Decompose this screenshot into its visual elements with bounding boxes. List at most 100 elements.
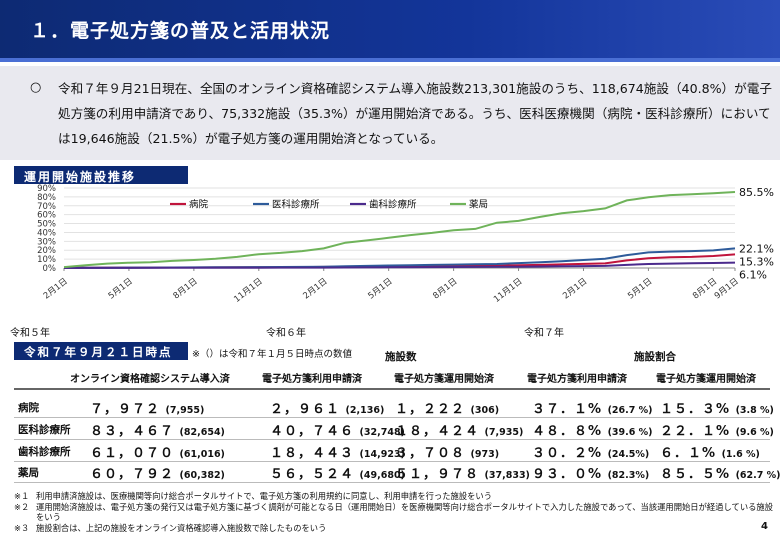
header-apply: 電子処方箋利用申請済 bbox=[262, 374, 362, 385]
chart-legend: 病院 医科診療所 歯科診療所 薬局 bbox=[170, 199, 488, 211]
cell-value: ５６，５２４ bbox=[270, 467, 355, 482]
table-cell: ６０，７９２ (60,382) bbox=[90, 463, 225, 482]
row-divider bbox=[14, 461, 770, 462]
row-label-hospital: 病院 bbox=[18, 402, 39, 414]
legend-label: 薬局 bbox=[469, 199, 488, 211]
row-label-dental: 歯科診療所 bbox=[18, 446, 71, 458]
x-tick-label: 9月1日 bbox=[713, 276, 741, 301]
page-number: 4 bbox=[761, 521, 768, 532]
group-head-ratio: 施設割合 bbox=[634, 351, 676, 363]
cell-previous-value: (39.6 %) bbox=[607, 427, 653, 438]
row-label-clinic: 医科診療所 bbox=[18, 424, 71, 436]
chart-section-label: 運用開始施設推移 bbox=[14, 166, 188, 184]
table-cell: ３，７０８ (973) bbox=[395, 442, 499, 461]
cell-value: ３０．２% bbox=[532, 446, 603, 461]
x-tick-label: 2月1日 bbox=[302, 276, 330, 301]
cell-previous-value: (32,748) bbox=[359, 427, 405, 438]
table-cell: ６１，０７０ (61,016) bbox=[90, 442, 225, 461]
cell-value: ３７．１% bbox=[532, 402, 603, 417]
x-tick-label: 8月1日 bbox=[172, 276, 200, 301]
table-cell: ３７．１% (26.7 %) bbox=[532, 398, 653, 417]
cell-previous-value: (3.8 %) bbox=[735, 405, 774, 416]
series-end-labels: 85.5% 22.1%15.3%6.1% bbox=[739, 186, 774, 281]
x-tick-label: 5月1日 bbox=[626, 276, 654, 301]
cell-previous-value: (24.5%) bbox=[607, 449, 650, 460]
line-chart: 90%80%70%60%50%40%30%20%10%0% 2月1日 5月1日 8月… bbox=[37, 184, 774, 305]
y-tick-label: 10% bbox=[37, 255, 56, 265]
y-tick-label: 50% bbox=[37, 220, 56, 230]
cell-value: ４８．８% bbox=[532, 424, 603, 439]
cell-value: ３，７０８ bbox=[395, 446, 466, 461]
table-cell: ６．１% (1.6 %) bbox=[660, 442, 760, 461]
cell-previous-value: (9.6 %) bbox=[735, 427, 774, 438]
footnote-3: ※３ 施設割合は、上記の施設をオンライン資格確認導入施設数で除したものをいう bbox=[14, 522, 327, 533]
table-cell: ８３，４６７ (82,654) bbox=[90, 420, 225, 439]
table-cell: １８，４２４ (7,935) bbox=[395, 420, 523, 439]
cell-value: ５１，９７８ bbox=[395, 467, 480, 482]
cell-value: ４０，７４６ bbox=[270, 424, 355, 439]
cell-value: １，２２２ bbox=[395, 402, 466, 417]
table-cell: １５．３% (3.8 %) bbox=[660, 398, 774, 417]
table-cell: ８５．５% (62.7 %) bbox=[660, 463, 780, 482]
footnote-1: ※１ 利用申請済施設は、医療機関等向け総合ポータルサイトで、電子処方箋の利用規約に… bbox=[14, 491, 493, 501]
table-cell: ５１，９７８ (37,833) bbox=[395, 463, 530, 482]
summary-bullet: ○ bbox=[30, 80, 42, 95]
cell-previous-value: (82,654) bbox=[179, 427, 225, 438]
x-tick-label: 11月1日 bbox=[492, 276, 524, 304]
y-tick-label: 60% bbox=[37, 211, 56, 221]
table-section-label: 令和７年９月２１日時点 bbox=[14, 342, 188, 360]
era-label-r6: 令和６年 bbox=[266, 328, 306, 339]
row-divider bbox=[14, 482, 770, 483]
cell-value: ９３．０% bbox=[532, 467, 603, 482]
group-head-counts: 施設数 bbox=[385, 351, 417, 363]
legend-label: 病院 bbox=[189, 199, 209, 211]
table-note: ※（）は令和７年１月５日時点の数値 bbox=[192, 349, 352, 360]
y-tick-label: 20% bbox=[37, 246, 56, 256]
x-tick-label: 11月1日 bbox=[232, 276, 264, 304]
cell-value: ８３，４６７ bbox=[90, 424, 175, 439]
cell-value: ７，９７２ bbox=[90, 402, 161, 417]
table-cell: ４８．８% (39.6 %) bbox=[532, 420, 653, 439]
series-end-label: 15.3% bbox=[739, 255, 774, 268]
header-online: オンライン資格確認システム導入済 bbox=[70, 374, 230, 385]
cell-value: ２２．１% bbox=[660, 424, 731, 439]
row-divider bbox=[14, 439, 770, 440]
table-cell: ２２．１% (9.6 %) bbox=[660, 420, 774, 439]
series-lines bbox=[63, 191, 736, 269]
cell-value: ６１，０７０ bbox=[90, 446, 175, 461]
cell-previous-value: (60,382) bbox=[179, 470, 225, 481]
cell-previous-value: (61,016) bbox=[179, 449, 225, 460]
cell-previous-value: (49,680) bbox=[359, 470, 405, 481]
header-apply-ratio: 電子処方箋利用申請済 bbox=[527, 374, 627, 385]
legend-label: 歯科診療所 bbox=[369, 199, 417, 211]
header-start: 電子処方箋運用開始済 bbox=[394, 374, 494, 385]
x-tick-label: 8月1日 bbox=[431, 276, 459, 301]
x-tick-label: 2月1日 bbox=[561, 276, 589, 301]
title-bar: １．電子処方箋の普及と活用状況 bbox=[0, 0, 780, 62]
table-cell: ４０，７４６ (32,748) bbox=[270, 420, 405, 439]
series-end-label: 6.1% bbox=[739, 268, 767, 281]
row-divider bbox=[14, 417, 770, 418]
table-cell: ９３．０% (82.3%) bbox=[532, 463, 649, 482]
cell-value: ２，９６１ bbox=[270, 402, 341, 417]
series-line-2 bbox=[63, 261, 736, 269]
table-cell: ５６，５２４ (49,680) bbox=[270, 463, 405, 482]
footnote-2: ※２ 運用開始済施設は、電子処方箋の発行又は電子処方箋に基づく調剤が可能となる日（… bbox=[14, 501, 774, 523]
cell-previous-value: (7,935) bbox=[484, 427, 524, 438]
chart-grid bbox=[64, 187, 735, 269]
cell-previous-value: (62.7 %) bbox=[735, 470, 780, 481]
cell-previous-value: (1.6 %) bbox=[721, 449, 760, 460]
cell-previous-value: (14,923) bbox=[359, 449, 405, 460]
summary-text: 令和７年９月21日現在、全国のオンライン資格確認システム導入施設数213,301… bbox=[58, 81, 772, 146]
series-end-label: 22.1% bbox=[739, 242, 774, 255]
cell-previous-value: (82.3%) bbox=[607, 470, 650, 481]
x-tick-label: 5月1日 bbox=[107, 276, 135, 301]
footnotes: ※１ 利用申請済施設は、医療機関等向け総合ポータルサイトで、電子処方箋の利用規約に… bbox=[14, 491, 774, 533]
cell-previous-value: (37,833) bbox=[484, 470, 530, 481]
cell-previous-value: (7,955) bbox=[165, 405, 205, 416]
summary-box bbox=[0, 66, 780, 160]
y-tick-label: 70% bbox=[37, 202, 56, 212]
cell-value: １５．３% bbox=[660, 402, 731, 417]
x-axis-ticks: 2月1日 5月1日 8月1日 11月1日 2月1日 5月1日 8月1日 11月1日 2月1日 5月… bbox=[42, 268, 741, 305]
table-cell: ３０．２% (24.5%) bbox=[532, 442, 649, 461]
